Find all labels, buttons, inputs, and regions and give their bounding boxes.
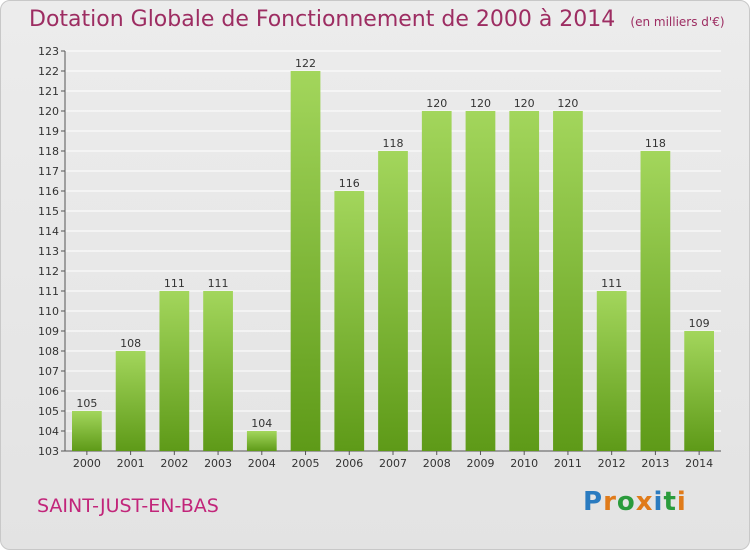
bar-2002 (159, 291, 190, 451)
data-label-2000: 105 (76, 397, 97, 410)
x-tick-label-2011: 2011 (554, 457, 582, 470)
x-tick-label-2009: 2009 (466, 457, 494, 470)
bar-2014 (684, 331, 715, 451)
bar-2000 (71, 411, 102, 451)
y-tick-label: 112 (38, 265, 59, 278)
x-tick-label-2003: 2003 (204, 457, 232, 470)
y-tick-label: 104 (38, 425, 59, 438)
data-label-2011: 120 (557, 97, 578, 110)
proxiti-logo: Proxiti (583, 487, 687, 517)
bar-2004 (246, 431, 277, 451)
data-label-2009: 120 (470, 97, 491, 110)
x-tick-label-2000: 2000 (73, 457, 101, 470)
y-tick-label: 111 (38, 285, 59, 298)
y-tick-label: 117 (38, 165, 59, 178)
data-label-2002: 111 (164, 277, 185, 290)
bars (71, 71, 715, 451)
logo-letter: t (663, 487, 677, 517)
y-tick-label: 103 (38, 445, 59, 458)
y-tick-label: 105 (38, 405, 59, 418)
title-text: Dotation Globale de Fonctionnement de 20… (29, 7, 616, 32)
y-tick-label: 120 (38, 105, 59, 118)
chart-title: Dotation Globale de Fonctionnement de 20… (29, 7, 725, 32)
bar-2007 (378, 151, 408, 451)
x-tick-label-2002: 2002 (160, 457, 188, 470)
bar-2010 (509, 111, 540, 451)
bar-2013 (640, 151, 671, 451)
y-tick-label: 118 (38, 145, 59, 158)
y-tick-label: 108 (38, 345, 59, 358)
bar-2006 (334, 191, 365, 451)
data-label-2012: 111 (601, 277, 622, 290)
data-label-2004: 104 (251, 417, 272, 430)
data-label-2014: 109 (689, 317, 710, 330)
y-tick-label: 115 (38, 205, 59, 218)
logo-letter: i (653, 487, 664, 517)
y-tick-label: 119 (38, 125, 59, 138)
data-label-2001: 108 (120, 337, 141, 350)
data-label-2007: 118 (383, 137, 404, 150)
x-tick-label-2008: 2008 (423, 457, 451, 470)
data-label-2010: 120 (514, 97, 535, 110)
logo-letter: r (603, 487, 617, 517)
y-tick-label: 121 (38, 85, 59, 98)
bar-2001 (115, 351, 146, 451)
logo-letter: o (616, 487, 636, 517)
data-label-2006: 116 (339, 177, 360, 190)
y-tick-label: 123 (38, 45, 59, 58)
y-tick-label: 116 (38, 185, 59, 198)
bar-2011 (553, 111, 583, 451)
bar-2012 (596, 291, 627, 451)
x-tick-label-2007: 2007 (379, 457, 407, 470)
commune-name: SAINT-JUST-EN-BAS (37, 495, 219, 517)
bar-2009 (465, 111, 496, 451)
x-tick-label-2014: 2014 (685, 457, 713, 470)
data-label-2003: 111 (208, 277, 229, 290)
y-tick-label: 110 (38, 305, 59, 318)
y-tick-label: 113 (38, 245, 59, 258)
y-tick-label: 106 (38, 385, 59, 398)
logo-letter: P (583, 487, 604, 517)
bar-2008 (421, 111, 452, 451)
data-label-2008: 120 (426, 97, 447, 110)
logo-letter: i (676, 487, 687, 517)
data-label-2013: 118 (645, 137, 666, 150)
x-tick-label-2006: 2006 (335, 457, 363, 470)
y-tick-label: 109 (38, 325, 59, 338)
y-tick-label: 122 (38, 65, 59, 78)
data-label-2005: 122 (295, 57, 316, 70)
bar-2005 (290, 71, 321, 451)
labels: 103 104 105 106 107 108 109 110 111 112 113 114 115 1… (38, 45, 713, 470)
x-tick-label-2004: 2004 (248, 457, 276, 470)
x-tick-label-2010: 2010 (510, 457, 538, 470)
x-tick-label-2005: 2005 (292, 457, 320, 470)
logo-letter: x (635, 487, 654, 517)
y-tick-label: 107 (38, 365, 59, 378)
x-tick-label-2012: 2012 (598, 457, 626, 470)
unit-text: (en milliers d'€) (630, 15, 725, 29)
x-tick-label-2001: 2001 (117, 457, 145, 470)
x-tick-label-2013: 2013 (641, 457, 669, 470)
y-tick-label: 114 (38, 225, 59, 238)
bar-2003 (203, 291, 233, 451)
